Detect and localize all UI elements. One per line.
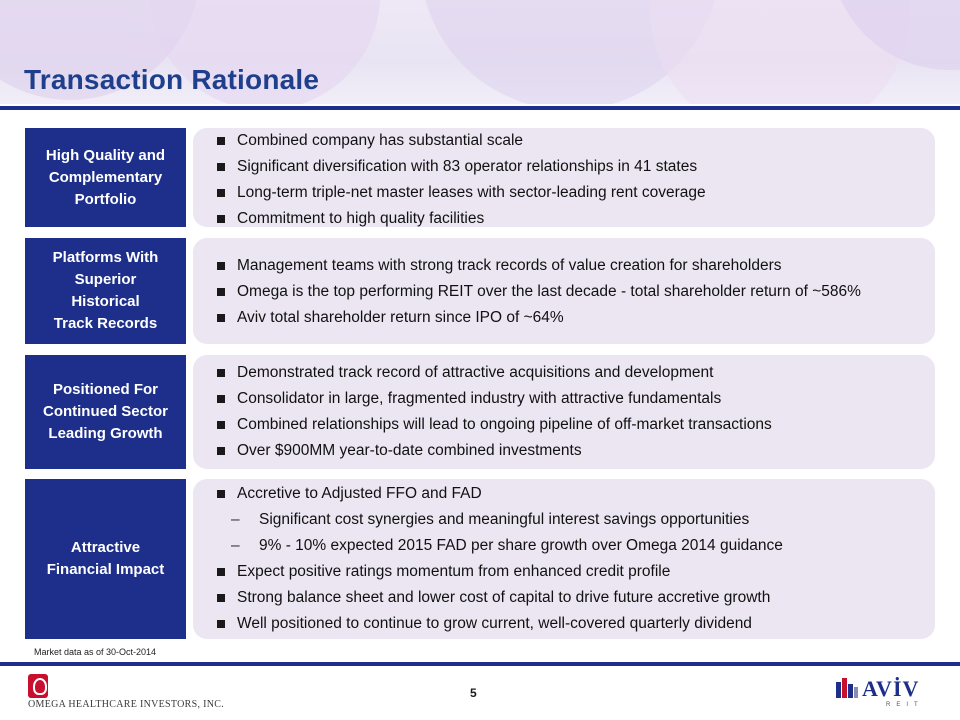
page-title: Transaction Rationale (24, 64, 320, 95)
bullet-item: Combined company has substantial scale (217, 128, 925, 154)
bullet-item: Commitment to high quality facilities (217, 206, 925, 232)
section-growth: Positioned For Continued Sector Leading … (25, 355, 935, 469)
aviv-subtitle: REIT (886, 702, 924, 708)
bullet-item: Consolidator in large, fragmented indust… (217, 386, 925, 412)
section-label: Attractive Financial Impact (25, 479, 186, 639)
sub-bullet-item: Significant cost synergies and meaningfu… (217, 507, 925, 533)
section-platforms: Platforms With Superior Historical Track… (25, 238, 935, 344)
aviv-logo-icon (836, 678, 858, 698)
title-divider (0, 106, 960, 110)
section-financial: Attractive Financial Impact Accretive to… (25, 479, 935, 639)
footnote: Market data as of 30-Oct-2014 (34, 647, 157, 657)
section-portfolio: High Quality and Complementary Portfolio… (25, 128, 935, 227)
section-panel: Accretive to Adjusted FFO and FAD Signif… (193, 479, 935, 639)
header-banner: Transaction Rationale (0, 0, 960, 104)
bullet-item: Combined relationships will lead to ongo… (217, 412, 925, 438)
aviv-logo: AVİV REIT (836, 676, 936, 710)
section-panel: Combined company has substantial scale S… (193, 128, 935, 227)
section-label: Positioned For Continued Sector Leading … (25, 355, 186, 469)
sub-bullet-item: 9% - 10% expected 2015 FAD per share gro… (217, 533, 925, 559)
bullet-item: Management teams with strong track recor… (217, 253, 925, 279)
aviv-wordmark: AVİV (862, 676, 920, 701)
footer-divider (0, 662, 960, 666)
bullet-item: Expect positive ratings momentum from en… (217, 559, 925, 585)
omega-logo: OMEGA HEALTHCARE INVESTORS, INC. (28, 674, 228, 710)
bullet-item: Strong balance sheet and lower cost of c… (217, 585, 925, 611)
bullet-item: Over $900MM year-to-date combined invest… (217, 438, 925, 464)
omega-logo-icon (28, 674, 48, 698)
section-panel: Management teams with strong track recor… (193, 238, 935, 344)
section-label: High Quality and Complementary Portfolio (25, 128, 186, 227)
bullet-item: Accretive to Adjusted FFO and FAD (217, 481, 925, 507)
bullet-item: Demonstrated track record of attractive … (217, 360, 925, 386)
bullet-item: Aviv total shareholder return since IPO … (217, 305, 925, 331)
page-number: 5 (470, 686, 477, 700)
bullet-item: Long-term triple-net master leases with … (217, 180, 925, 206)
section-label: Platforms With Superior Historical Track… (25, 238, 186, 344)
section-panel: Demonstrated track record of attractive … (193, 355, 935, 469)
omega-company-name: OMEGA HEALTHCARE INVESTORS, INC. (28, 699, 225, 710)
bullet-item: Omega is the top performing REIT over th… (217, 279, 925, 305)
bullet-item: Well positioned to continue to grow curr… (217, 611, 925, 637)
bullet-item: Significant diversification with 83 oper… (217, 154, 925, 180)
